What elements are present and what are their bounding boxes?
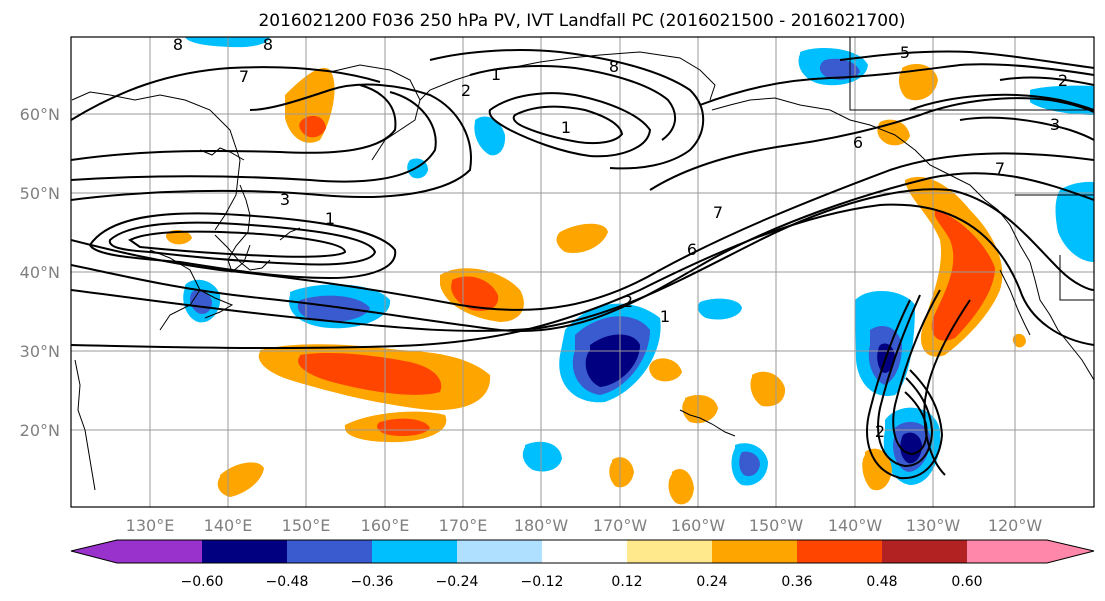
contour-label: 7 [995,159,1005,178]
lat-label-50n: 50°N [20,184,60,203]
colorbar-tick-label: −0.60 [181,574,224,590]
latitude-labels: 60°N 50°N 40°N 30°N 20°N [20,105,60,440]
lon-label: 160°E [361,516,410,535]
colorbar-tick-label: 0.12 [611,574,642,590]
neg-anomaly-patch [739,451,760,477]
lon-label: 130°E [126,516,175,535]
colorbar: −0.60 −0.48 −0.36 −0.24 −0.12 0.12 0.24 … [70,539,1095,590]
pos-anomaly-patch [649,358,682,382]
colorbar-segment [967,540,1047,563]
colorbar-segment [117,540,202,563]
colorbar-segment [542,540,627,563]
lon-label: 170°E [439,516,488,535]
pos-anomaly-patch [898,64,938,101]
neg-anomaly-patch [900,432,922,464]
colorbar-segment [457,540,542,563]
contour-label: 6 [687,240,697,259]
contour-label: 1 [325,209,335,228]
pos-anomaly-patch [862,448,892,491]
contour-label: 3 [280,190,290,209]
contour-label: 2 [875,422,885,441]
contour-label: 7 [713,203,723,222]
neg-anomaly-patch [522,441,562,472]
contour-label: 1 [561,118,571,137]
neg-anomaly-patch [297,295,370,322]
map-panel: 8 8 7 1 8 2 1 5 2 3 6 7 3 1 7 6 2 1 2 [70,35,1095,508]
lon-label: 120°W [988,516,1043,535]
lon-label: 130°W [906,516,961,535]
neg-anomaly-patch [1055,181,1094,262]
colorbar-segment [712,540,797,563]
colorbar-extend-high [1047,540,1094,563]
contour-label: 1 [491,65,501,84]
colorbar-segment [287,540,372,563]
colorbar-tick-label: 0.60 [951,574,982,590]
lon-label: 150°E [282,516,331,535]
colorbar-segment [627,540,712,563]
neg-anomaly-patch [585,334,640,387]
contour-label-group: 8 8 7 1 8 2 1 5 2 3 6 7 3 1 7 6 2 1 2 [173,35,1068,441]
lon-label: 150°W [749,516,804,535]
contour-label: 8 [263,35,273,54]
colorbar-segment [882,540,967,563]
contour-label: 2 [461,81,471,100]
pv-contours [71,49,1094,480]
lat-label-30n: 30°N [20,342,60,361]
longitude-labels: 130°E 140°E 150°E 160°E 170°E 180°W 170°… [126,516,1043,535]
figure-title: 2016021200 F036 250 hPa PV, IVT Landfall… [258,11,905,31]
lon-label: 140°E [204,516,253,535]
pos-anomaly-patch [556,223,608,254]
lat-label-20n: 20°N [20,421,60,440]
colorbar-tick-label: −0.12 [521,574,564,590]
colorbar-segment [372,540,457,563]
map-frame [70,36,1095,508]
contour-label: 8 [609,57,619,76]
contour-label: 3 [1050,115,1060,134]
contour-label: 2 [623,292,633,311]
colorbar-tick-label: −0.48 [266,574,309,590]
pos-anomaly-patch [668,468,694,505]
lon-label: 180°W [514,516,569,535]
lon-label: 160°W [671,516,726,535]
contour-label: 6 [853,133,863,152]
neg-anomaly-patch [698,298,742,320]
colorbar-segment [202,540,287,563]
graticule [71,37,1094,507]
pos-anomaly-patch [377,418,430,436]
colorbar-tick-label: 0.48 [866,574,897,590]
colorbar-outline [70,539,1095,564]
contour-label: 8 [173,35,183,54]
neg-anomaly-patch [474,116,506,156]
pos-anomaly-patch [1012,333,1026,348]
contour-label: 1 [660,307,670,326]
pos-anomaly-patch [217,462,264,497]
contour-label: 7 [239,67,249,86]
lat-label-60n: 60°N [20,105,60,124]
lon-label: 170°W [593,516,648,535]
colorbar-tick-label: 0.36 [781,574,812,590]
colorbar-extend-low [71,540,117,563]
lon-label: 140°W [828,516,883,535]
pos-anomaly-patch [931,210,995,341]
colorbar-tick-label: −0.36 [351,574,394,590]
colorbar-segment [797,540,882,563]
colorbar-tick-label: −0.24 [436,574,479,590]
contour-label: 5 [900,43,910,62]
pos-anomaly-patch [165,230,192,245]
contour-label: 2 [1058,71,1068,90]
lat-label-40n: 40°N [20,263,60,282]
pos-anomaly-patch [298,352,442,395]
colorbar-tick-label: 0.24 [696,574,727,590]
pos-anomaly-patch [682,395,718,424]
pos-anomaly-patch [609,457,634,488]
